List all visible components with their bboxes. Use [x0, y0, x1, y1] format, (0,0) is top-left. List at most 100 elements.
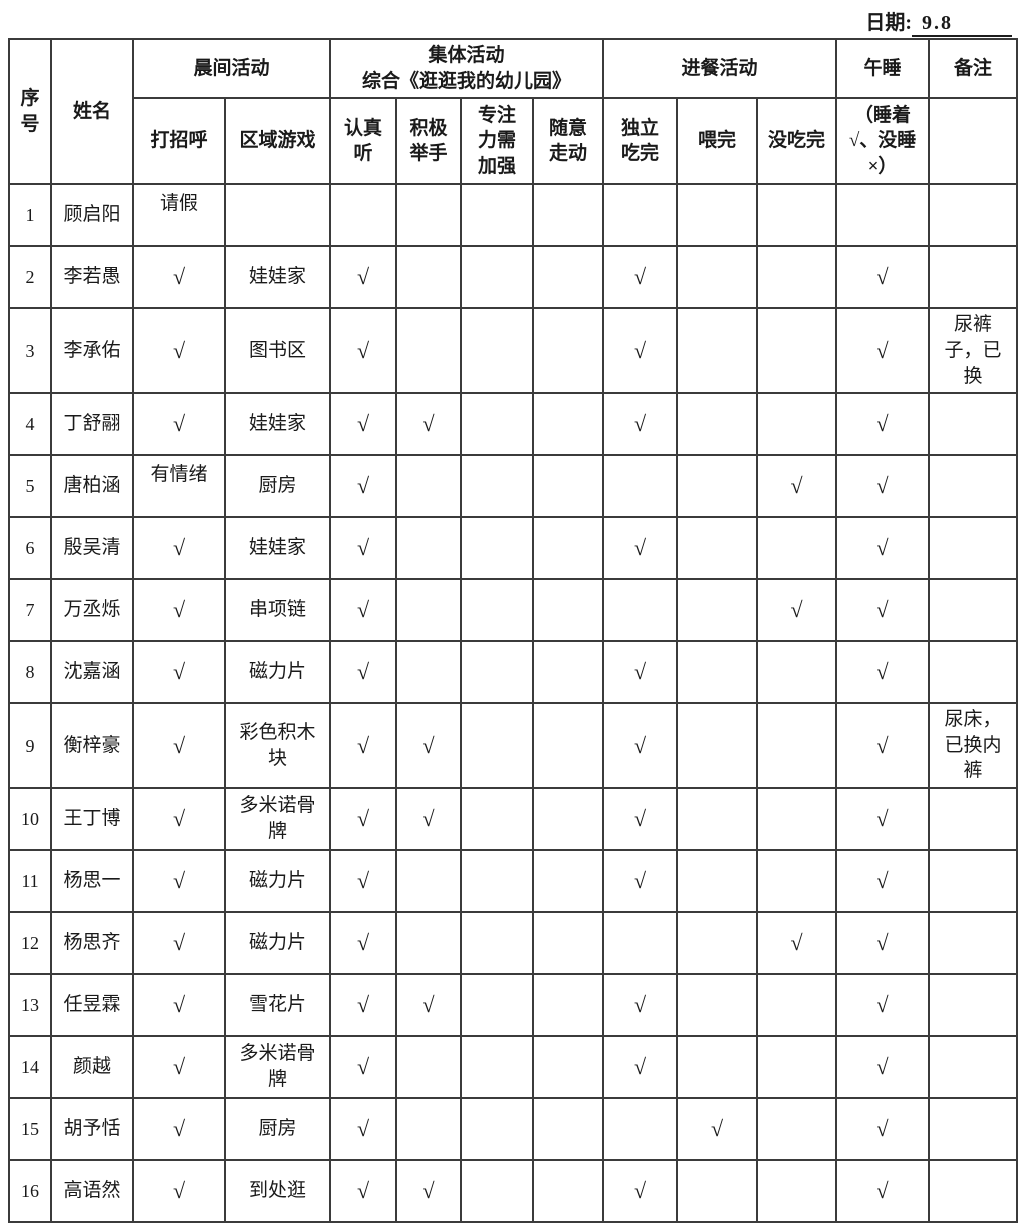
cell-area-game: 彩色积木块	[223, 702, 332, 790]
table-row: 1 顾启阳 请假	[8, 183, 1019, 248]
cell-fed	[676, 911, 759, 976]
cell-focus	[460, 392, 535, 457]
cell-listen: √	[329, 516, 398, 581]
cell-student-name: 胡予恬	[50, 1097, 134, 1162]
cell-wander	[532, 578, 605, 643]
cell-serial: 3	[8, 307, 52, 395]
cell-focus	[460, 1097, 535, 1162]
cell-fed	[676, 849, 759, 914]
cell-greet: √	[132, 702, 226, 790]
cell-fed	[676, 516, 759, 581]
cell-not-finish	[756, 516, 838, 581]
cell-eat-self: √	[602, 973, 679, 1038]
cell-raise-hand	[395, 245, 463, 310]
cell-wander	[532, 245, 605, 310]
cell-wander	[532, 1035, 605, 1100]
cell-fed	[676, 1159, 759, 1223]
header-nap-note: （睡着 √、没睡 ×）	[835, 97, 931, 186]
cell-raise-hand	[395, 578, 463, 643]
header-greet: 打招呼	[132, 97, 226, 186]
cell-student-name: 殷吴清	[50, 516, 134, 581]
cell-nap	[835, 183, 931, 248]
cell-not-finish	[756, 702, 838, 790]
cell-area-game: 磁力片	[223, 640, 332, 705]
cell-student-name: 颜越	[50, 1035, 134, 1100]
cell-raise-hand: √	[395, 702, 463, 790]
cell-wander	[532, 640, 605, 705]
cell-eat-self: √	[602, 516, 679, 581]
table-row: 13 任昱霖 √ 雪花片 √ √ √ √	[8, 973, 1019, 1038]
cell-serial: 13	[8, 973, 52, 1038]
cell-wander	[532, 973, 605, 1038]
cell-area-game: 雪花片	[223, 973, 332, 1038]
cell-raise-hand	[395, 911, 463, 976]
cell-remark	[928, 245, 1019, 310]
cell-raise-hand	[395, 307, 463, 395]
table-row: 8 沈嘉涵 √ 磁力片 √ √ √	[8, 640, 1019, 705]
cell-area-game: 厨房	[223, 454, 332, 519]
cell-fed	[676, 454, 759, 519]
header-focus: 专注 力需 加强	[460, 97, 535, 186]
cell-not-finish	[756, 392, 838, 457]
cell-wander	[532, 702, 605, 790]
cell-area-game	[223, 183, 332, 248]
cell-area-game: 厨房	[223, 1097, 332, 1162]
cell-nap: √	[835, 1159, 931, 1223]
header-meal-activity: 进餐活动	[602, 37, 838, 100]
cell-remark	[928, 1035, 1019, 1100]
cell-eat-self	[602, 454, 679, 519]
cell-raise-hand: √	[395, 787, 463, 852]
header-eat-self: 独立 吃完	[602, 97, 679, 186]
cell-nap: √	[835, 911, 931, 976]
cell-serial: 1	[8, 183, 52, 248]
table-row: 12 杨思齐 √ 磁力片 √ √ √	[8, 911, 1019, 976]
cell-greet: √	[132, 578, 226, 643]
header-wander: 随意 走动	[532, 97, 605, 186]
cell-greet: √	[132, 1097, 226, 1162]
cell-focus	[460, 307, 535, 395]
cell-listen: √	[329, 454, 398, 519]
cell-eat-self	[602, 1097, 679, 1162]
cell-eat-self: √	[602, 307, 679, 395]
header-morning-activity: 晨间活动	[131, 37, 332, 100]
cell-area-game: 磁力片	[223, 911, 332, 976]
cell-wander	[532, 911, 605, 976]
cell-wander	[532, 787, 605, 852]
cell-serial: 14	[8, 1035, 52, 1100]
cell-fed	[676, 1035, 759, 1100]
cell-not-finish	[756, 1097, 838, 1162]
cell-remark: 尿床，已换内裤	[928, 702, 1019, 790]
cell-serial: 11	[8, 849, 52, 914]
cell-listen: √	[329, 973, 398, 1038]
cell-greet: √	[132, 516, 226, 581]
cell-remark	[928, 578, 1019, 643]
cell-area-game: 娃娃家	[223, 245, 332, 310]
table-row: 4 丁舒翮 √ 娃娃家 √ √ √ √	[8, 392, 1019, 457]
cell-serial: 5	[8, 454, 52, 519]
header-remark-sub	[928, 97, 1019, 186]
header-sub-row: 打招呼 区域游戏 认真 听 积极 举手 专注 力需 加强 随意 走动 独立 吃完…	[9, 97, 1019, 186]
cell-wander	[532, 1159, 605, 1223]
cell-listen: √	[329, 578, 398, 643]
date-label: 日期:	[865, 12, 912, 34]
cell-listen: √	[329, 702, 398, 790]
cell-serial: 10	[8, 787, 52, 852]
table-row: 2 李若愚 √ 娃娃家 √ √ √	[8, 245, 1019, 310]
header-remark: 备注	[928, 37, 1019, 100]
cell-nap: √	[835, 578, 931, 643]
cell-eat-self: √	[602, 1035, 679, 1100]
cell-student-name: 唐柏涵	[50, 454, 134, 519]
cell-greet: √	[132, 973, 226, 1038]
cell-fed	[676, 245, 759, 310]
cell-raise-hand	[395, 516, 463, 581]
cell-serial: 15	[8, 1097, 52, 1162]
cell-nap: √	[835, 787, 931, 852]
cell-greet: √	[132, 911, 226, 976]
cell-eat-self	[602, 911, 679, 976]
cell-raise-hand: √	[395, 1159, 463, 1223]
cell-listen: √	[329, 640, 398, 705]
cell-eat-self: √	[602, 702, 679, 790]
cell-fed	[676, 307, 759, 395]
header-fed: 喂完	[676, 97, 759, 186]
